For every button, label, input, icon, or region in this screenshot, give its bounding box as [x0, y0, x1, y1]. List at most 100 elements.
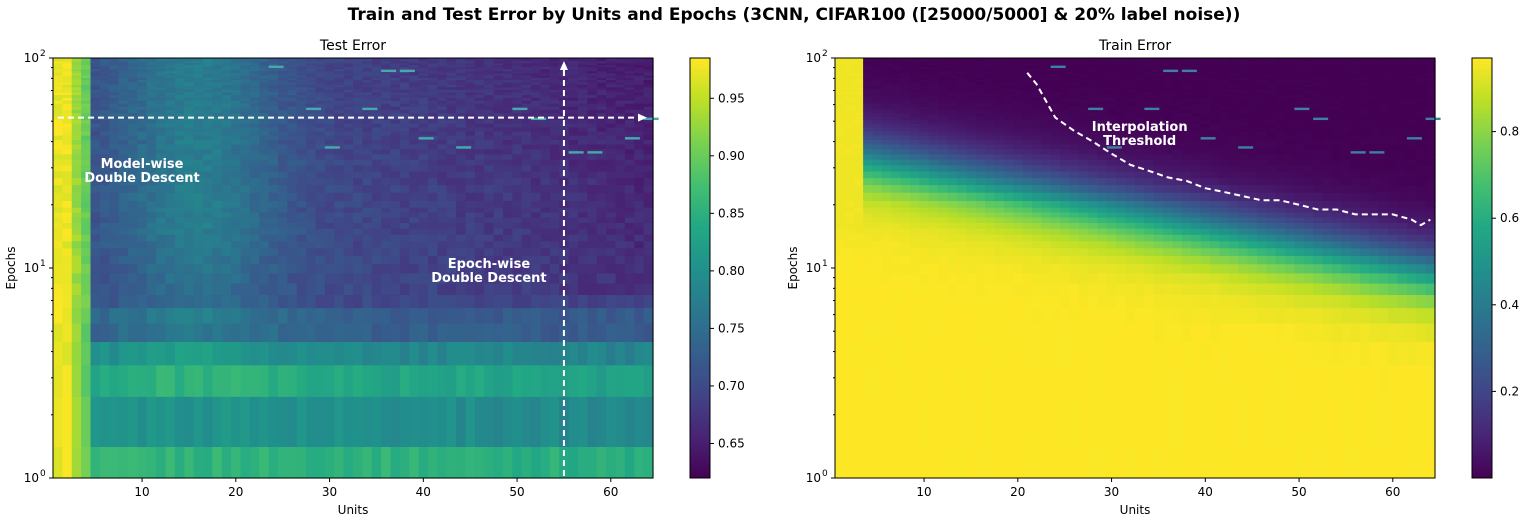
heatmap-cell	[624, 100, 635, 104]
heatmap-cell	[221, 192, 232, 202]
heatmap-cell	[128, 94, 138, 98]
heatmap-cell	[146, 66, 157, 70]
heatmap-cell	[53, 72, 63, 76]
heatmap-cell	[62, 103, 73, 107]
heatmap-cell	[844, 112, 855, 117]
heatmap-cell	[371, 228, 382, 235]
heatmap-cell	[578, 72, 588, 76]
heatmap-cell	[881, 153, 892, 160]
heatmap-cell	[643, 177, 654, 186]
heatmap-cell	[118, 75, 129, 78]
heatmap-cell	[231, 341, 242, 366]
heatmap-cell	[568, 60, 579, 64]
heatmap-cell	[165, 79, 176, 83]
heatmap-cell	[128, 247, 138, 256]
heatmap-cell	[81, 207, 92, 213]
heatmap-cell	[81, 89, 92, 93]
heatmap-cell	[128, 89, 138, 93]
heatmap-cell	[399, 84, 410, 88]
heatmap-cell	[418, 207, 429, 213]
heatmap-cell	[615, 153, 626, 160]
heatmap-cell	[221, 222, 232, 229]
heatmap-cell	[118, 119, 129, 124]
heatmap-cell	[221, 60, 232, 64]
heatmap-cell	[835, 81, 845, 85]
heatmap-cell	[615, 81, 626, 85]
heatmap-cell	[446, 75, 457, 78]
heatmap-cell	[221, 294, 232, 309]
heatmap-cell	[193, 94, 204, 98]
heatmap-cell	[938, 170, 949, 179]
heatmap-cell	[315, 91, 326, 96]
heatmap-cell	[128, 100, 138, 104]
heatmap-cell	[184, 75, 195, 78]
heatmap-cell	[221, 97, 232, 101]
heatmap-cell	[465, 60, 476, 64]
heatmap-cell	[90, 81, 101, 85]
heatmap-cell	[174, 64, 185, 68]
heatmap-cell	[353, 103, 363, 107]
heatmap-cell	[615, 240, 626, 249]
heatmap-cell	[919, 66, 930, 70]
heatmap-cell	[343, 177, 354, 186]
heatmap-cell	[578, 294, 588, 309]
heatmap-cell	[381, 153, 392, 160]
heatmap-cell	[278, 81, 288, 85]
heatmap-cell	[165, 164, 176, 172]
heatmap-cell	[521, 123, 532, 128]
heatmap-cell	[165, 64, 176, 68]
heatmap-cell	[109, 68, 120, 72]
heatmap-cell	[512, 170, 523, 179]
heatmap-cell	[503, 77, 513, 81]
heatmap-cell	[268, 143, 279, 150]
heatmap-cell	[71, 170, 82, 179]
heatmap-cell	[53, 79, 63, 83]
heatmap-cell	[624, 62, 635, 66]
heatmap-cell	[99, 58, 110, 60]
heatmap-cell	[606, 103, 617, 107]
heatmap-cell	[90, 109, 101, 114]
heatmap-cell	[947, 200, 958, 208]
heatmap-cell	[278, 130, 288, 136]
heatmap-cell	[371, 79, 382, 83]
heatmap-cell	[938, 228, 949, 235]
heatmap-cell	[568, 240, 579, 249]
heatmap-cell	[521, 240, 532, 249]
heatmap-cell	[278, 94, 288, 98]
heatmap-cell	[165, 307, 176, 324]
colorbar-band	[690, 475, 710, 479]
heatmap-cell	[71, 94, 82, 98]
heatmap-cell	[268, 112, 279, 117]
heatmap-cell	[872, 62, 883, 66]
heatmap-cell	[615, 222, 626, 229]
heatmap-cell	[966, 119, 977, 124]
heatmap-cell	[540, 272, 551, 284]
heatmap-cell	[99, 103, 110, 107]
heatmap-cell	[928, 62, 939, 66]
heatmap-cell	[193, 58, 204, 62]
heatmap-cell	[99, 143, 110, 150]
heatmap-cell	[418, 106, 429, 110]
heatmap-cell	[634, 119, 645, 124]
heatmap-cell	[900, 94, 911, 98]
heatmap-cell	[137, 228, 148, 235]
heatmap-cell	[835, 247, 845, 256]
heatmap-cell	[128, 135, 138, 140]
heatmap-cell	[503, 247, 513, 256]
heatmap-cell	[493, 143, 504, 150]
heatmap-cell	[296, 123, 307, 128]
heatmap-cell	[118, 207, 129, 213]
heatmap-cell	[587, 222, 598, 229]
heatmap-cell	[399, 126, 410, 132]
heatmap-cell	[334, 97, 345, 101]
heatmap-cell	[474, 200, 485, 208]
heatmap-cell	[212, 123, 223, 128]
heatmap-cell	[259, 200, 270, 208]
heatmap-cell	[90, 68, 101, 72]
heatmap-cell	[474, 106, 485, 110]
heatmap-cell	[409, 106, 420, 110]
heatmap-cell	[956, 115, 967, 121]
heatmap-cell	[643, 282, 654, 296]
heatmap-cell	[399, 97, 410, 101]
heatmap-cell	[928, 94, 939, 98]
